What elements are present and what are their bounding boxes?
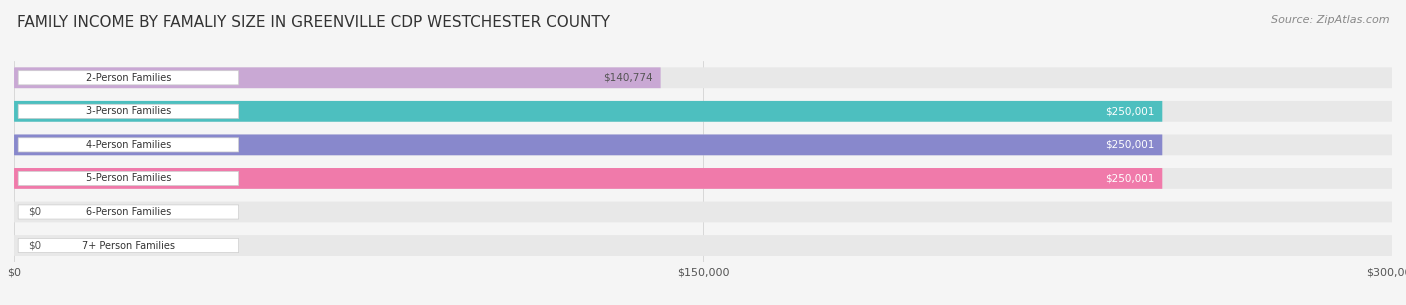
FancyBboxPatch shape (18, 239, 239, 253)
FancyBboxPatch shape (18, 171, 239, 185)
Text: $250,001: $250,001 (1105, 106, 1154, 116)
Text: $0: $0 (28, 207, 41, 217)
FancyBboxPatch shape (14, 67, 1392, 88)
FancyBboxPatch shape (14, 168, 1163, 189)
FancyBboxPatch shape (14, 101, 1392, 122)
FancyBboxPatch shape (14, 202, 1392, 222)
Text: 6-Person Families: 6-Person Families (86, 207, 172, 217)
Text: $0: $0 (28, 241, 41, 250)
Text: 3-Person Families: 3-Person Families (86, 106, 172, 116)
Text: 4-Person Families: 4-Person Families (86, 140, 172, 150)
FancyBboxPatch shape (18, 205, 239, 219)
FancyBboxPatch shape (14, 101, 1163, 122)
Text: $250,001: $250,001 (1105, 140, 1154, 150)
Text: 2-Person Families: 2-Person Families (86, 73, 172, 83)
Text: $140,774: $140,774 (603, 73, 652, 83)
FancyBboxPatch shape (18, 71, 239, 85)
FancyBboxPatch shape (14, 235, 1392, 256)
Text: FAMILY INCOME BY FAMALIY SIZE IN GREENVILLE CDP WESTCHESTER COUNTY: FAMILY INCOME BY FAMALIY SIZE IN GREENVI… (17, 15, 610, 30)
FancyBboxPatch shape (14, 168, 1392, 189)
Text: 5-Person Families: 5-Person Families (86, 174, 172, 183)
FancyBboxPatch shape (14, 67, 661, 88)
FancyBboxPatch shape (18, 104, 239, 118)
Text: Source: ZipAtlas.com: Source: ZipAtlas.com (1271, 15, 1389, 25)
FancyBboxPatch shape (14, 135, 1392, 155)
FancyBboxPatch shape (14, 135, 1163, 155)
Text: $250,001: $250,001 (1105, 174, 1154, 183)
Text: 7+ Person Families: 7+ Person Families (82, 241, 174, 250)
FancyBboxPatch shape (18, 138, 239, 152)
